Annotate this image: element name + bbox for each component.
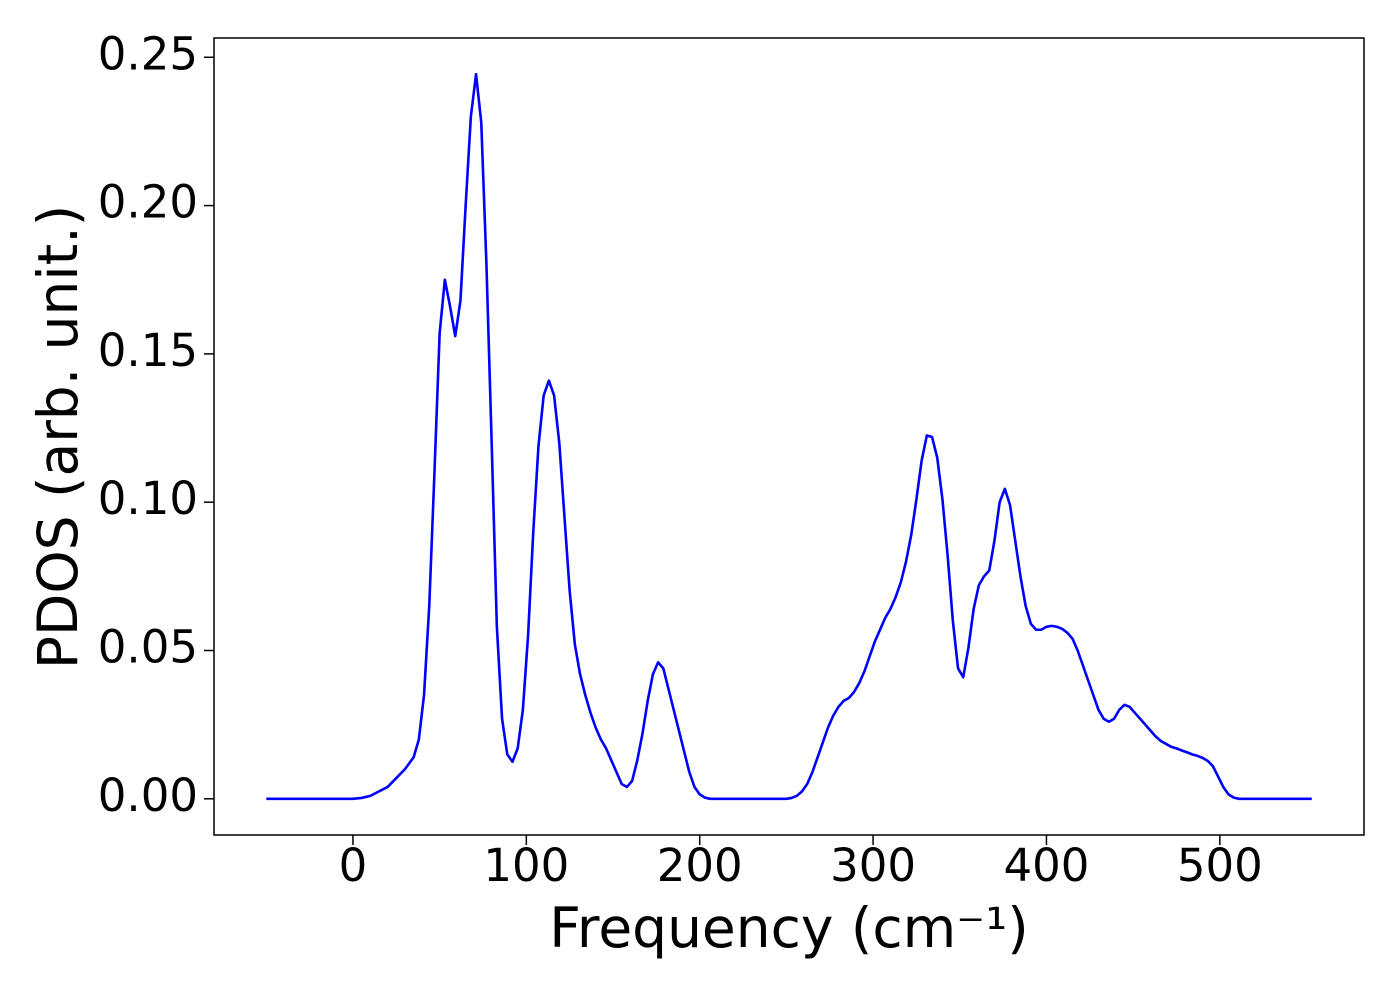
y-axis-label: PDOS (arb. unit.) bbox=[26, 205, 90, 669]
y-tick-label: 0.00 bbox=[98, 769, 198, 822]
y-tick-label: 0.05 bbox=[98, 621, 198, 674]
y-tick-label: 0.10 bbox=[98, 472, 198, 525]
y-tick-label: 0.25 bbox=[98, 27, 198, 80]
x-tick-label: 200 bbox=[657, 839, 743, 892]
x-tick-label: 400 bbox=[1004, 839, 1090, 892]
plot-frame bbox=[213, 37, 1365, 836]
line bbox=[266, 72, 1312, 801]
x-tick-label: 300 bbox=[830, 839, 916, 892]
y-tick-label: 0.15 bbox=[98, 324, 198, 377]
y-tick-label: 0.20 bbox=[98, 176, 198, 229]
x-tick-label: 500 bbox=[1177, 839, 1263, 892]
x-axis-label: Frequency (cm⁻¹) bbox=[549, 896, 1028, 960]
x-tick-label: 0 bbox=[339, 839, 368, 892]
x-tick-label: 100 bbox=[483, 839, 569, 892]
